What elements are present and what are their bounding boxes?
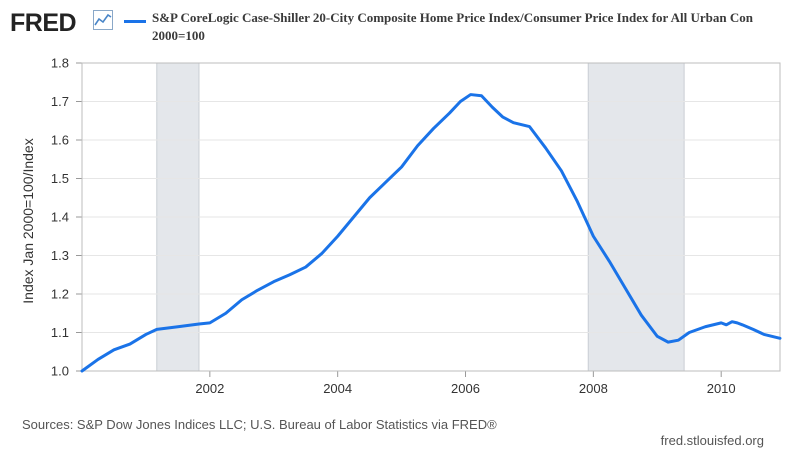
x-tick-label: 2002 [195, 381, 224, 396]
y-tick-label: 1.6 [51, 133, 69, 148]
legend-swatch [124, 20, 146, 23]
chart-line-icon[interactable] [93, 10, 113, 30]
x-tick-label: 2004 [323, 381, 352, 396]
y-tick-label: 1.1 [51, 325, 69, 340]
y-tick-label: 1.0 [51, 364, 69, 379]
plot-frame [81, 62, 781, 372]
y-axis-title: Index Jan 2000=100/Index [20, 138, 36, 303]
x-tick-label: 2010 [707, 381, 736, 396]
y-tick-label: 1.8 [51, 56, 69, 71]
y-tick-label: 1.4 [51, 210, 69, 225]
chart-subtitle: 2000=100 [152, 28, 205, 43]
x-tick-label: 2008 [579, 381, 608, 396]
chart-header: FRED S&P CoreLogic Case-Shiller 20-City … [0, 0, 800, 56]
fred-logo[interactable]: FRED [10, 9, 77, 37]
source-note: Sources: S&P Dow Jones Indices LLC; U.S.… [22, 417, 497, 432]
y-tick-label: 1.2 [51, 287, 69, 302]
chart-title: S&P CoreLogic Case-Shiller 20-City Compo… [152, 10, 753, 25]
series-layer [80, 93, 782, 373]
tick-labels: 1.0 1.1 1.2 1.3 1.4 1.5 1.6 1.7 1.8 2002 2004 2006 2… [51, 56, 736, 397]
y-tick-label: 1.5 [51, 171, 69, 186]
site-url[interactable]: fred.stlouisfed.org [660, 433, 764, 448]
y-tick-label: 1.7 [51, 94, 69, 109]
x-tick-label: 2006 [451, 381, 480, 396]
y-tick-label: 1.3 [51, 248, 69, 263]
series-line-1[interactable] [80, 93, 782, 373]
